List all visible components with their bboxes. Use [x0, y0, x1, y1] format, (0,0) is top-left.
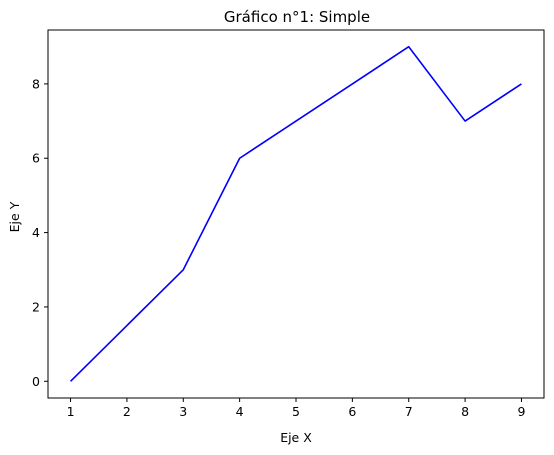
y-axis-label: Eje Y: [7, 201, 22, 232]
y-tick-label: 6: [32, 151, 40, 166]
x-tick-label: 2: [123, 404, 131, 419]
x-axis-label: Eje X: [280, 430, 312, 445]
series-group: [69, 45, 522, 382]
y-axis: 0 2 4 6 8: [32, 76, 48, 389]
x-tick-label: 8: [461, 404, 469, 419]
x-tick-label: 7: [405, 404, 413, 419]
y-tick-label: 4: [32, 225, 40, 240]
x-tick-label: 9: [517, 404, 525, 419]
y-tick-label: 0: [32, 374, 40, 389]
x-tick-label: 3: [179, 404, 187, 419]
x-tick-label: 4: [236, 404, 244, 419]
series-line: [69, 45, 522, 382]
x-tick-label: 5: [292, 404, 300, 419]
x-tick-label: 1: [67, 404, 75, 419]
x-tick-label: 6: [348, 404, 356, 419]
plot-frame: [47, 29, 545, 399]
y-tick-label: 2: [32, 299, 40, 314]
chart-title: Gráfico n°1: Simple: [224, 8, 370, 26]
x-axis: 1 2 3 4 5 6 7 8 9: [67, 398, 525, 419]
y-tick-label: 8: [32, 76, 40, 91]
